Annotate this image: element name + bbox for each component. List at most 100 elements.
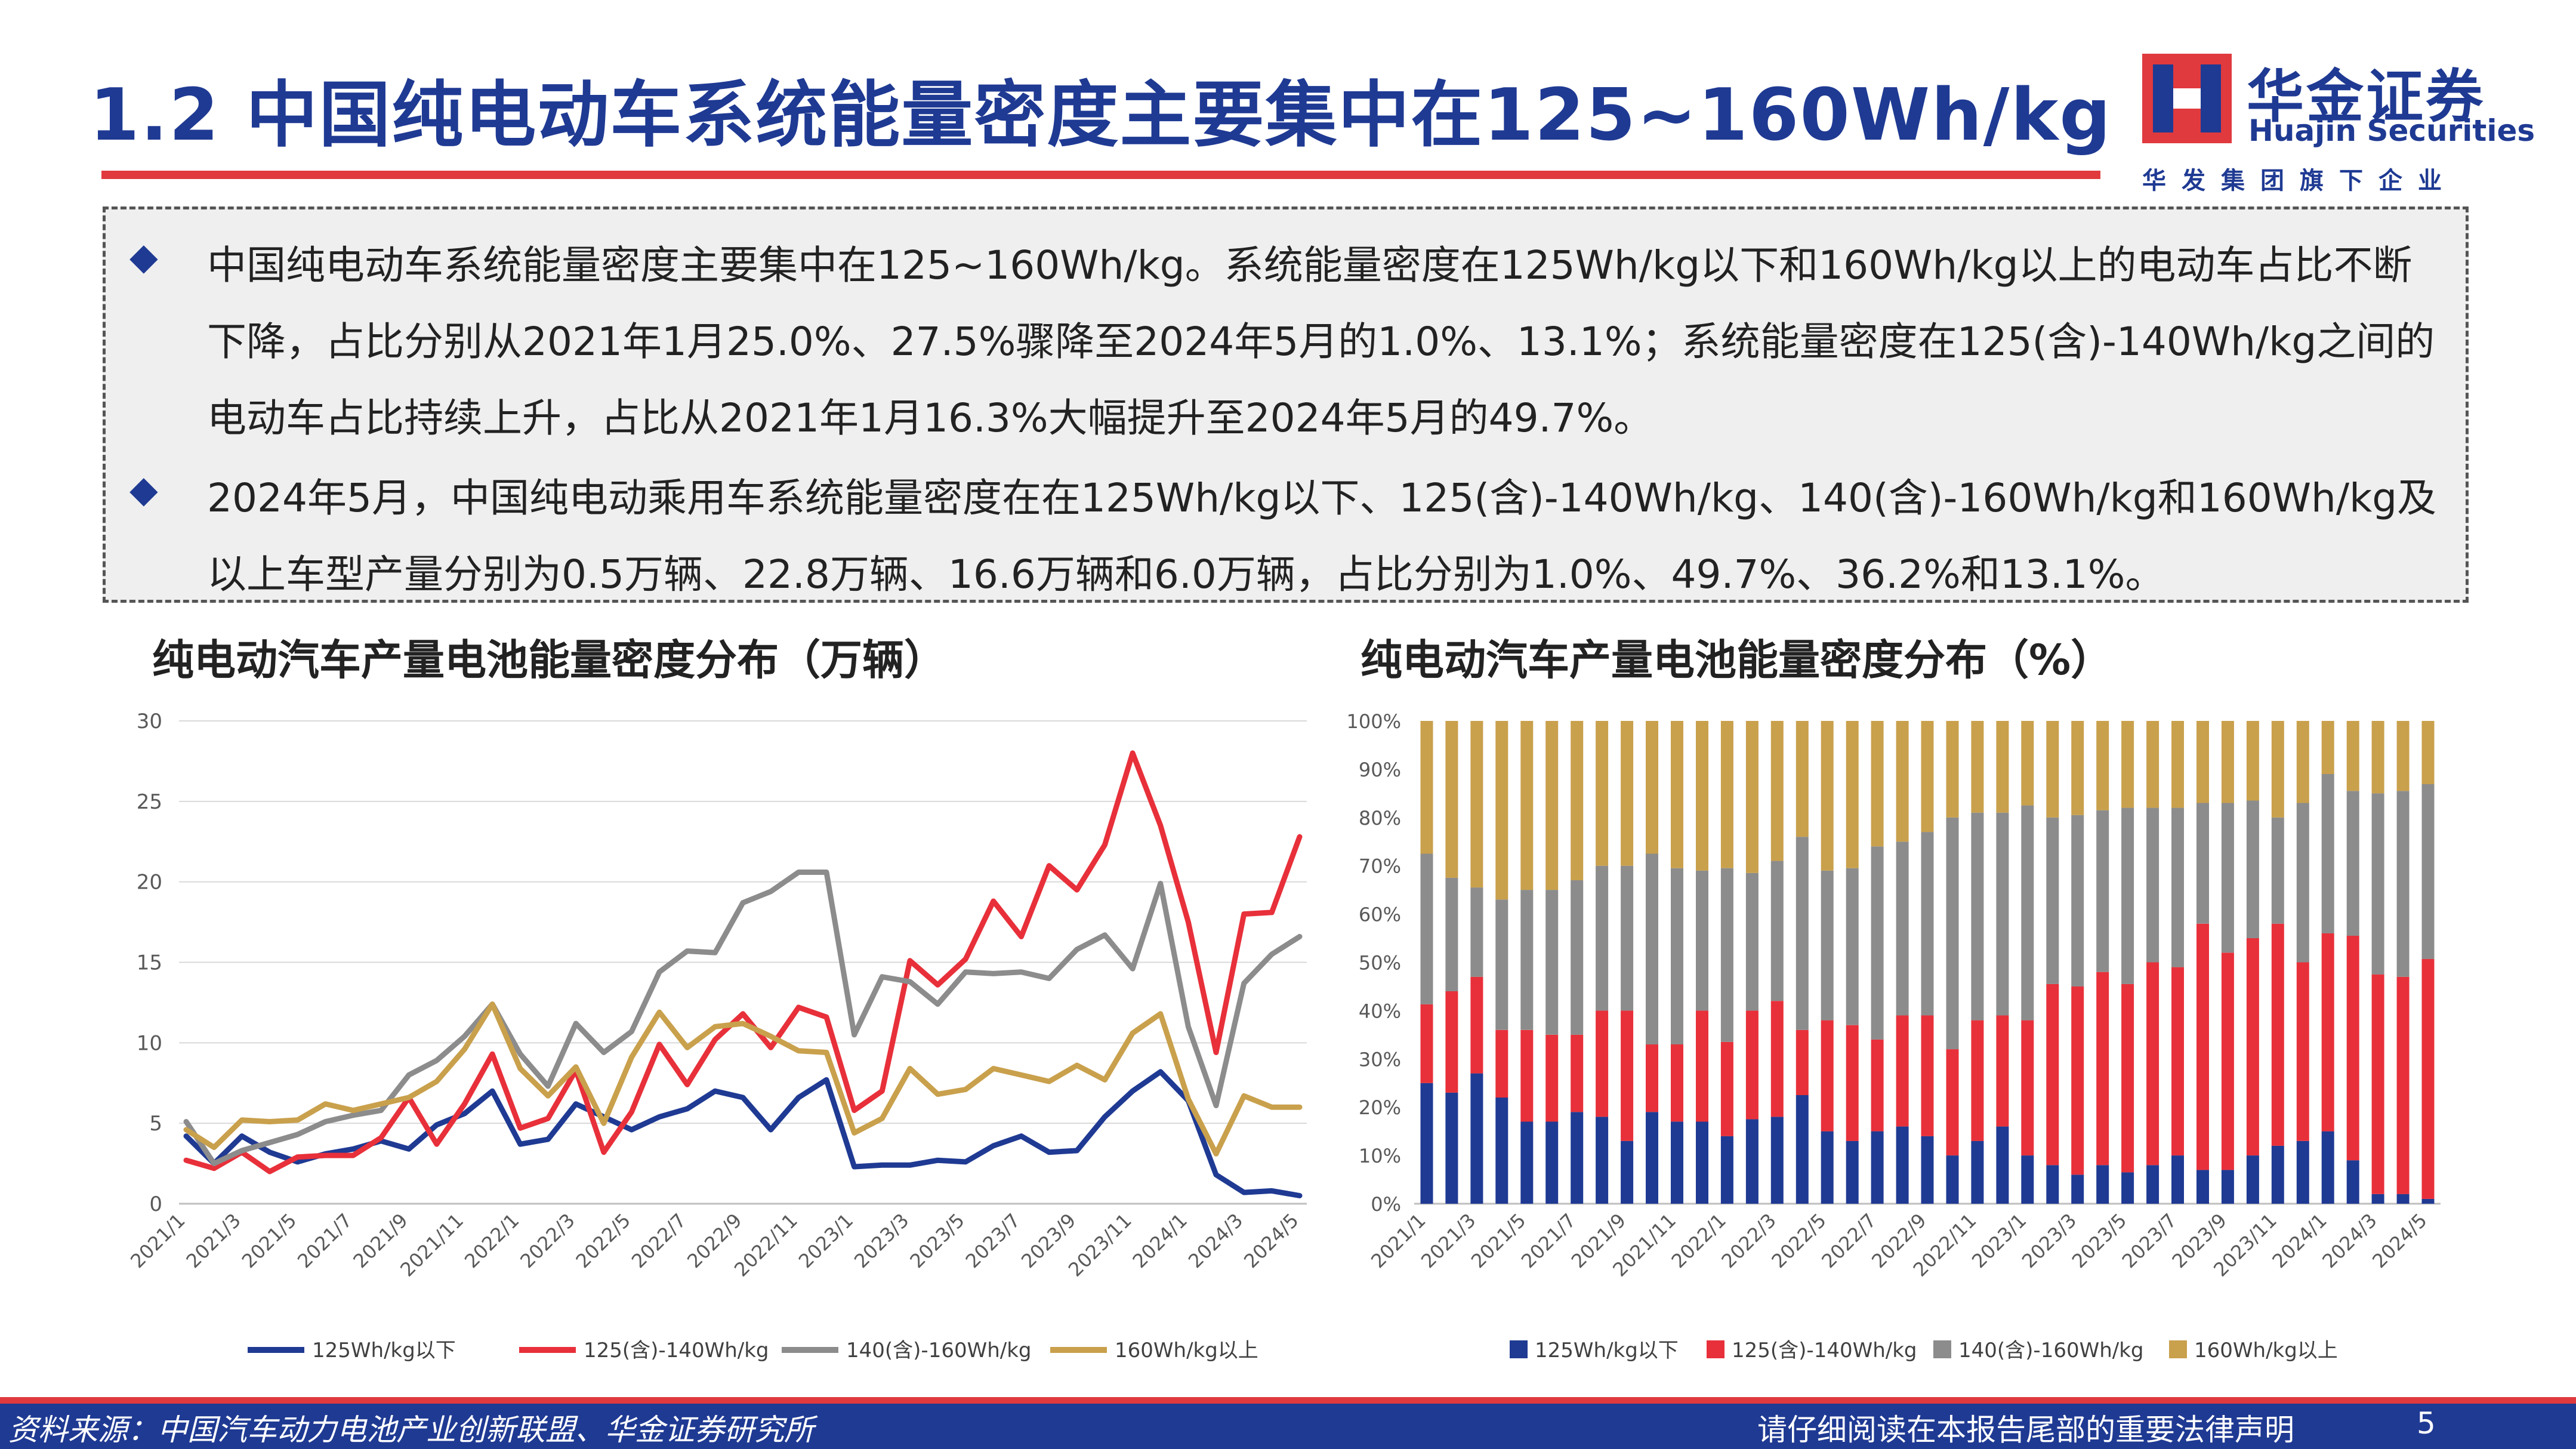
legend-item: 125(含)-140Wh/kg [1707, 1339, 1917, 1362]
bar-segment [2171, 967, 2184, 1156]
bar-segment [2271, 923, 2284, 1146]
bar-segment [2146, 807, 2159, 963]
y-tick-label: 70% [1359, 855, 1401, 878]
bar-segment [2371, 974, 2384, 1194]
page-number: 5 [2417, 1406, 2436, 1441]
bar-segment [1545, 721, 1559, 890]
bar-segment [2371, 721, 2384, 794]
bar-segment [2396, 1194, 2410, 1204]
bar-segment [2096, 972, 2109, 1166]
bar-segment [2221, 1170, 2234, 1204]
x-tick-label: 2024/5 [2368, 1209, 2431, 1272]
summary-text-1: 中国纯电动车系统能量密度主要集中在125~160Wh/kg。系统能量密度在125… [207, 242, 2435, 441]
bar-segment [1646, 1044, 1658, 1112]
bar-segment [2296, 721, 2309, 803]
bar-segment [1921, 721, 1934, 833]
bar-segment [1946, 817, 1959, 1050]
x-tick-label: 2021/3 [181, 1209, 245, 1272]
bar-segment [2271, 817, 2284, 924]
title-underline [101, 171, 2100, 179]
bar-segment [1470, 721, 1483, 888]
bar-segment [2146, 1165, 2159, 1204]
bar-segment [2096, 810, 2109, 972]
bar-segment [1495, 1029, 1508, 1098]
bar-segment [1420, 853, 1433, 1004]
bar-segment [2246, 800, 2259, 939]
bar-segment [2296, 962, 2309, 1141]
bar-segment [1770, 1117, 1784, 1204]
bar-segment [1445, 991, 1458, 1093]
bar-segment [1921, 1015, 1934, 1136]
bar-segment [1596, 721, 1609, 866]
x-tick-label: 2023/3 [2017, 1209, 2081, 1272]
bar-segment [1770, 861, 1784, 1001]
bar-segment [1646, 853, 1658, 1045]
bar-segment [2146, 962, 2159, 1166]
bar-segment [2321, 1131, 2334, 1204]
legend-label: 160Wh/kg以上 [2194, 1339, 2338, 1362]
x-tick-label: 2021/7 [1517, 1209, 1580, 1272]
bar-segment [1946, 1049, 1959, 1156]
bar-segment [2296, 803, 2309, 963]
legend-label: 140(含)-160Wh/kg [846, 1339, 1031, 1362]
bar-segment [1770, 721, 1784, 861]
logo-en-text: Huajin Securities [2248, 113, 2535, 148]
bar-segment [2221, 803, 2234, 953]
line-chart: 0510152025302021/12021/32021/52021/72021… [126, 710, 1307, 1362]
y-tick-label: 5 [149, 1112, 162, 1136]
x-tick-label: 2022/1 [460, 1209, 523, 1272]
bar-segment [2021, 1020, 2034, 1156]
bar-segment [2271, 1145, 2284, 1204]
bar-segment [1420, 1004, 1433, 1083]
legend-item: 140(含)-160Wh/kg [1933, 1339, 2143, 1362]
bar-segment [1996, 1126, 2009, 1204]
bar-segment [1896, 1015, 1909, 1127]
bar-segment [1720, 1136, 1733, 1204]
bar-segment [1821, 721, 1834, 871]
bar-segment [1745, 873, 1759, 1011]
bar-segment [1470, 976, 1483, 1074]
y-tick-label: 80% [1359, 807, 1401, 830]
legend-label: 125Wh/kg以下 [1535, 1339, 1679, 1362]
bar-segment [2246, 721, 2259, 801]
page-title: 1.2 中国纯电动车系统能量密度主要集中在125~160Wh/kg [90, 74, 2112, 157]
bar-segment [1696, 870, 1708, 1011]
bar-segment [2371, 793, 2384, 975]
bar-segment [2321, 933, 2334, 1132]
bar-segment [2421, 1198, 2435, 1204]
bar-segment [1871, 846, 1884, 1040]
bar-segment [2096, 1165, 2109, 1204]
x-tick-label: 2023/7 [961, 1209, 1025, 1272]
bar-segment [1621, 1010, 1634, 1141]
bar-segment [1420, 721, 1433, 854]
x-tick-label: 2022/7 [627, 1209, 690, 1272]
bar-segment [1846, 721, 1859, 868]
bar-segment [1971, 1140, 1984, 1204]
bar-segment [2121, 1172, 2134, 1204]
bar-segment [1821, 1131, 1834, 1204]
bar-segment [1821, 870, 1834, 1021]
bar-segment [1720, 1042, 1733, 1136]
bar-segment [2246, 938, 2259, 1156]
x-tick-label: 2024/1 [1128, 1209, 1192, 1272]
y-tick-label: 20 [137, 871, 162, 895]
legend-label: 125Wh/kg以下 [312, 1339, 456, 1362]
bar-segment [1646, 721, 1658, 854]
x-tick-label: 2021/7 [293, 1209, 356, 1272]
bar-segment [1596, 865, 1609, 1011]
bar-chart-title: 纯电动汽车产量电池能量密度分布（%） [1361, 636, 2113, 685]
bar-segment [1896, 721, 1909, 842]
bar-segment [2046, 984, 2059, 1166]
x-tick-label: 2024/5 [1239, 1209, 1303, 1272]
bar-segment [2146, 721, 2159, 808]
bar-segment [2421, 721, 2435, 784]
y-tick-label: 90% [1359, 759, 1401, 781]
series-line [183, 1001, 1303, 1157]
bar-segment [1470, 887, 1483, 977]
y-tick-label: 20% [1359, 1096, 1401, 1119]
bar-segment [1770, 1001, 1784, 1117]
bar-segment [1846, 1025, 1859, 1141]
summary-bullet-1: ◆ 中国纯电动车系统能量密度主要集中在125~160Wh/kg。系统能量密度在1… [129, 227, 2445, 457]
bar-segment [2246, 1155, 2259, 1204]
bar-segment [2071, 721, 2084, 815]
